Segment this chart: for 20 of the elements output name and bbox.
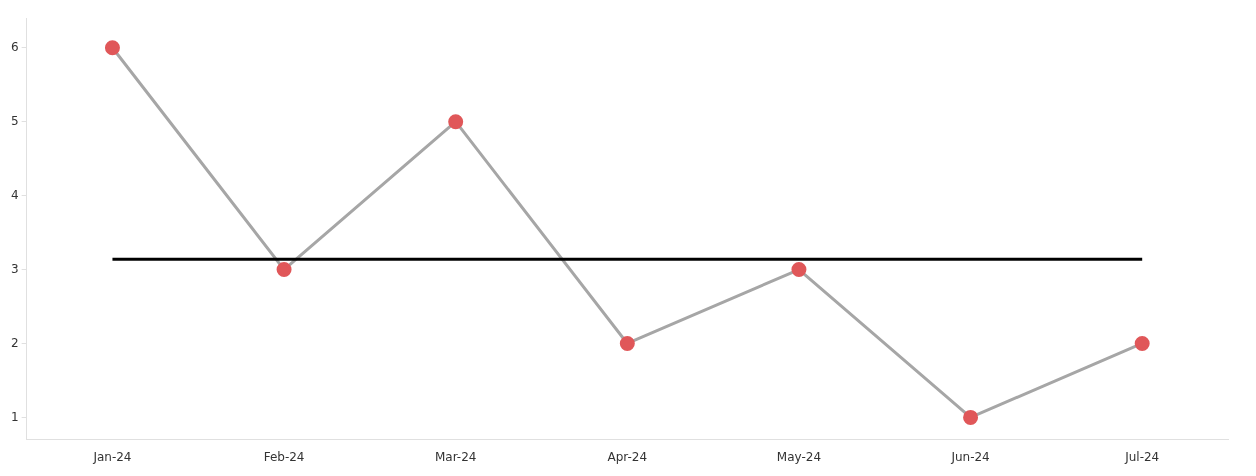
y-tick-label: 3: [10, 261, 19, 276]
y-tick-label: 2: [10, 335, 19, 350]
y-tick-label: 6: [10, 39, 19, 54]
x-tick-label: Jun-24: [950, 449, 990, 464]
point: [276, 262, 292, 278]
x-tick-label: Apr-24: [607, 449, 648, 464]
x-tick-label: Mar-24: [434, 449, 477, 464]
point: [448, 114, 464, 130]
y-tick-label: 4: [10, 187, 19, 202]
point: [1134, 335, 1150, 351]
y-tick-label: 1: [10, 409, 19, 424]
x-tick-label: Jul-24: [1124, 449, 1160, 464]
x-tick-label: May-24: [776, 449, 822, 464]
point: [104, 40, 120, 56]
x-tick-label: Jan-24: [92, 449, 132, 464]
point: [619, 335, 635, 351]
y-tick-label: 5: [10, 113, 19, 128]
x-tick-label: Feb-24: [263, 449, 305, 464]
point: [791, 262, 807, 278]
point: [963, 409, 979, 425]
